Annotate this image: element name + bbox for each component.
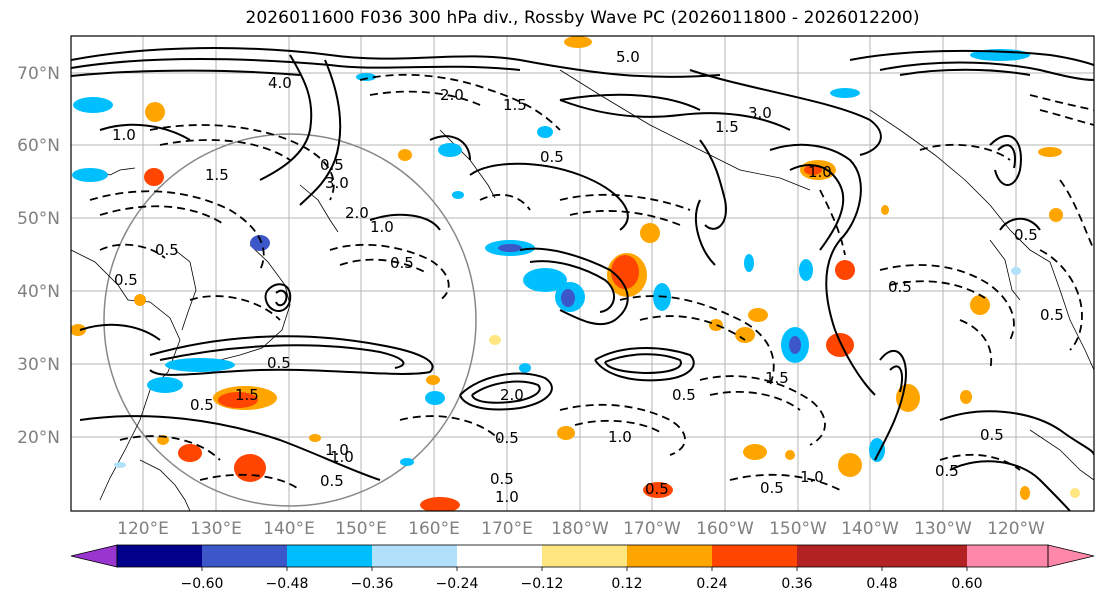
colorbar-segment	[372, 545, 457, 567]
contour-label: 0.5	[1014, 226, 1038, 244]
colorbar-segment	[882, 545, 967, 567]
colorbar-segment	[202, 545, 287, 567]
longitude-labels: 120°E 130°E 140°E 150°E 160°E 170°E 180°…	[117, 519, 1045, 539]
contour-label: 3.0	[325, 174, 349, 192]
colorbar-extend-max	[1047, 544, 1095, 568]
lat-label: 40°N	[17, 282, 60, 302]
contour-label: 4.0	[268, 74, 292, 92]
lon-label: 120°E	[117, 519, 169, 539]
colorbar-tick-label: 0.24	[696, 576, 727, 592]
region-circle	[103, 133, 477, 507]
lon-label: 170°W	[623, 519, 681, 539]
contour-label: 2.0	[440, 86, 464, 104]
colorbar-tick-label: 0.60	[951, 576, 982, 592]
contour-label: 1.0	[330, 448, 354, 466]
lon-label: 160°W	[696, 519, 754, 539]
contour-label: 2.0	[500, 386, 524, 404]
colorbar-tick-label: −0.24	[436, 576, 479, 592]
contour-label: 0.5	[155, 241, 179, 259]
contour-label: 0.5	[645, 480, 669, 498]
colorbar-extend-min	[70, 544, 118, 568]
contour-label: 1.5	[205, 166, 229, 184]
lon-label: 180°W	[551, 519, 609, 539]
lat-label: 50°N	[17, 209, 60, 229]
contour-label: 1.0	[800, 468, 824, 486]
lat-label: 60°N	[17, 136, 60, 156]
plot-area	[71, 36, 1094, 511]
map-title: 2026011600 F036 300 hPa div., Rossby Wav…	[245, 8, 920, 28]
colorbar-frame	[116, 544, 1049, 568]
colorbar-tick-label: 0.12	[611, 576, 642, 592]
lon-label: 170°E	[481, 519, 533, 539]
contour-label: 1.5	[715, 118, 739, 136]
contour-label: 0.5	[760, 479, 784, 497]
contour-label: 0.5	[320, 472, 344, 490]
contour-label: 1.5	[765, 369, 789, 387]
graticule	[71, 36, 1094, 511]
contour-label: 3.0	[748, 104, 772, 122]
shading-positive	[71, 36, 1080, 511]
lat-label: 30°N	[17, 355, 60, 375]
contour-label: 0.5	[935, 462, 959, 480]
contour-label: 0.5	[267, 354, 291, 372]
colorbar-tick-label: −0.48	[266, 576, 309, 592]
colorbar-segment	[117, 545, 202, 567]
contour-label: 1.0	[495, 488, 519, 506]
contour-label: 0.5	[540, 148, 564, 166]
colorbar-tick-label: 0.36	[781, 576, 812, 592]
colorbar-segment	[967, 545, 1048, 567]
colorbar-segment	[457, 545, 542, 567]
contour-label: 0.5	[390, 254, 414, 272]
lon-label: 150°E	[335, 519, 387, 539]
lat-label: 20°N	[17, 428, 60, 448]
contour-label: 0.5	[672, 386, 696, 404]
contour-labels: 5.0 4.0 1.0 1.5 0.5 2.0 3.0 0.5 1.5 1.0 …	[112, 48, 1064, 506]
contour-label: 2.0	[345, 204, 369, 222]
latitude-labels: 70°N 60°N 50°N 40°N 30°N 20°N	[17, 64, 60, 448]
lat-label: 70°N	[17, 64, 60, 84]
lon-label: 140°W	[841, 519, 899, 539]
lon-label: 140°E	[263, 519, 315, 539]
contour-label: 5.0	[616, 48, 640, 66]
lon-label: 130°W	[914, 519, 972, 539]
plot-frame	[70, 35, 1095, 512]
contour-label: 1.0	[112, 126, 136, 144]
lon-label: 120°W	[987, 519, 1045, 539]
contour-label: 0.5	[980, 426, 1004, 444]
lon-label: 160°E	[408, 519, 460, 539]
lon-label: 150°W	[769, 519, 827, 539]
contours-negative	[89, 73, 1094, 491]
colorbar-segment	[712, 545, 797, 567]
contour-label: 1.0	[608, 428, 632, 446]
colorbar-segment	[627, 545, 712, 567]
colorbar-segment	[287, 545, 372, 567]
contour-label: 0.5	[1040, 306, 1064, 324]
colorbar-tick-label: −0.36	[351, 576, 394, 592]
contour-label: 0.5	[495, 429, 519, 447]
colorbar-tick-label: 0.48	[866, 576, 897, 592]
contour-label: 0.5	[490, 470, 514, 488]
contour-label: 0.5	[888, 278, 912, 296]
contour-label: 1.5	[235, 386, 259, 404]
contours-positive	[71, 47, 1094, 511]
contour-label: 1.5	[503, 96, 527, 114]
contour-label: 0.5	[114, 271, 138, 289]
lon-label: 130°E	[190, 519, 242, 539]
contour-label: 1.0	[808, 163, 832, 181]
colorbar-segment	[542, 545, 627, 567]
contour-label: 1.0	[370, 218, 394, 236]
contour-label: 0.5	[190, 396, 214, 414]
contour-label: 1.0	[325, 441, 349, 459]
colorbar-tick-label: −0.60	[181, 576, 224, 592]
colorbar-segment	[797, 545, 882, 567]
colorbar-tick-label: −0.12	[521, 576, 564, 592]
colorbar: −0.60 −0.48 −0.36 −0.24 −0.12 0.12 0.24 …	[70, 544, 1095, 592]
contour-label: 0.5	[320, 156, 344, 174]
